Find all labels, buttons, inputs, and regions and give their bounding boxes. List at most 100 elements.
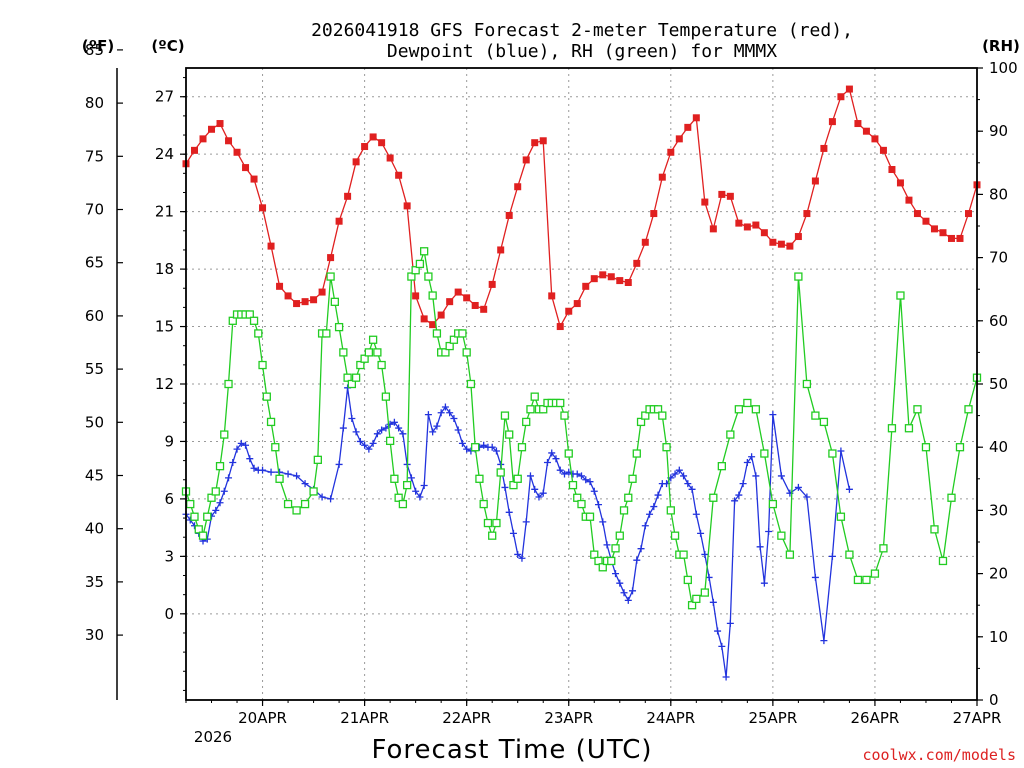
dewpoint-point <box>246 455 254 463</box>
x-tick-label: 20APR <box>238 709 287 727</box>
rh-unit-label: (RH) <box>982 37 1020 55</box>
rh-point <box>594 556 603 566</box>
temperature-point <box>803 210 811 218</box>
rh-point <box>271 443 280 452</box>
dewpoint-point <box>237 439 245 447</box>
rh-point <box>687 601 697 610</box>
temperature-point <box>879 146 887 154</box>
rh-point <box>577 499 586 509</box>
dewpoint-point <box>820 637 828 645</box>
temperature-point <box>310 296 318 304</box>
celsius-tick-label: 15 <box>155 318 174 336</box>
rh-point <box>445 341 454 351</box>
rh-point <box>845 550 854 559</box>
temperature-point <box>497 246 505 254</box>
dewpoint-point <box>386 420 394 428</box>
dewpoint-point <box>641 522 649 530</box>
temperature-point <box>684 123 692 131</box>
dewpoint-point <box>327 495 335 503</box>
dewpoint-point <box>692 510 700 518</box>
dewpoint-point <box>586 478 594 486</box>
rh-point <box>228 316 237 325</box>
celsius-tick-label: 12 <box>155 375 174 393</box>
grid-lines <box>186 68 978 700</box>
dewpoint-point <box>378 426 386 434</box>
temperature-point <box>225 137 233 145</box>
dewpoint-point <box>629 587 637 595</box>
temperature-point <box>624 278 632 286</box>
temperature-point <box>590 275 598 283</box>
x-tick-label: 24APR <box>646 709 695 727</box>
dewpoint-point <box>722 673 730 681</box>
temperature-point <box>930 225 938 233</box>
temperature-point <box>463 294 471 302</box>
rh-point <box>245 310 254 319</box>
rh-point <box>220 430 229 439</box>
rh-point <box>679 550 688 559</box>
dewpoint-point <box>441 403 449 411</box>
dewpoint-point <box>488 443 496 451</box>
rh-point <box>283 499 293 509</box>
dewpoint-point <box>633 556 641 564</box>
rh-point <box>777 531 786 540</box>
rh-point <box>326 272 335 281</box>
dewpoint-point <box>267 468 275 476</box>
rh-point <box>819 417 829 427</box>
rh-point <box>415 259 425 269</box>
celsius-tick-label: 18 <box>155 260 174 278</box>
rh-point <box>717 462 726 471</box>
celsius-tick-label: 24 <box>155 145 174 163</box>
dewpoint-point <box>548 449 556 457</box>
rh-tick-label: 90 <box>989 122 1008 140</box>
rh-point <box>517 443 527 452</box>
rh-point <box>471 443 480 452</box>
dewpoint-point <box>709 598 717 606</box>
rh-point <box>862 575 871 585</box>
rh-point <box>211 487 220 496</box>
rh-point <box>224 379 233 389</box>
rh-tick-label: 40 <box>989 438 1008 456</box>
temperature-point <box>743 223 751 231</box>
temperature-point <box>862 127 870 135</box>
dewpoint-point <box>395 424 403 432</box>
dewpoint-point <box>539 489 547 497</box>
dewpoint-point <box>675 466 683 474</box>
temperature-point <box>777 240 785 248</box>
rh-point <box>573 493 582 502</box>
dewpoint-point <box>216 499 224 507</box>
rh-point <box>734 405 743 414</box>
dewpoint-point <box>233 445 241 453</box>
dewpoint-point <box>756 543 764 551</box>
temperature-point <box>429 321 437 329</box>
dewpoint-point <box>361 441 369 449</box>
temperature-point <box>242 164 250 172</box>
temperature-point <box>369 133 377 141</box>
rh-point <box>760 449 769 458</box>
rh-point <box>190 512 199 521</box>
temperature-point <box>658 173 666 181</box>
fahrenheit-tick-label: 55 <box>85 360 104 378</box>
dewpoint-point <box>573 470 581 478</box>
temperature-point <box>692 114 700 122</box>
rh-point <box>522 417 531 427</box>
dewpoint-point <box>837 447 845 455</box>
dewpoint-point <box>416 493 424 501</box>
dewpoint-point <box>348 414 356 422</box>
temperature-point <box>735 219 743 227</box>
rh-point <box>751 405 761 414</box>
rh-point <box>488 531 497 540</box>
fahrenheit-tick-label: 40 <box>85 520 104 538</box>
temperature-point <box>760 229 768 237</box>
temperature-point <box>318 288 326 296</box>
rh-point <box>590 550 599 559</box>
rh-point <box>381 392 391 401</box>
temperature-point <box>726 192 734 200</box>
rh-point <box>402 480 412 490</box>
rh-point <box>904 424 914 433</box>
rh-point <box>198 531 208 540</box>
rh-point <box>249 316 259 325</box>
rh-point <box>203 512 212 521</box>
temperature-point <box>922 217 930 225</box>
rh-point <box>300 499 310 509</box>
temperature-point <box>820 144 828 152</box>
